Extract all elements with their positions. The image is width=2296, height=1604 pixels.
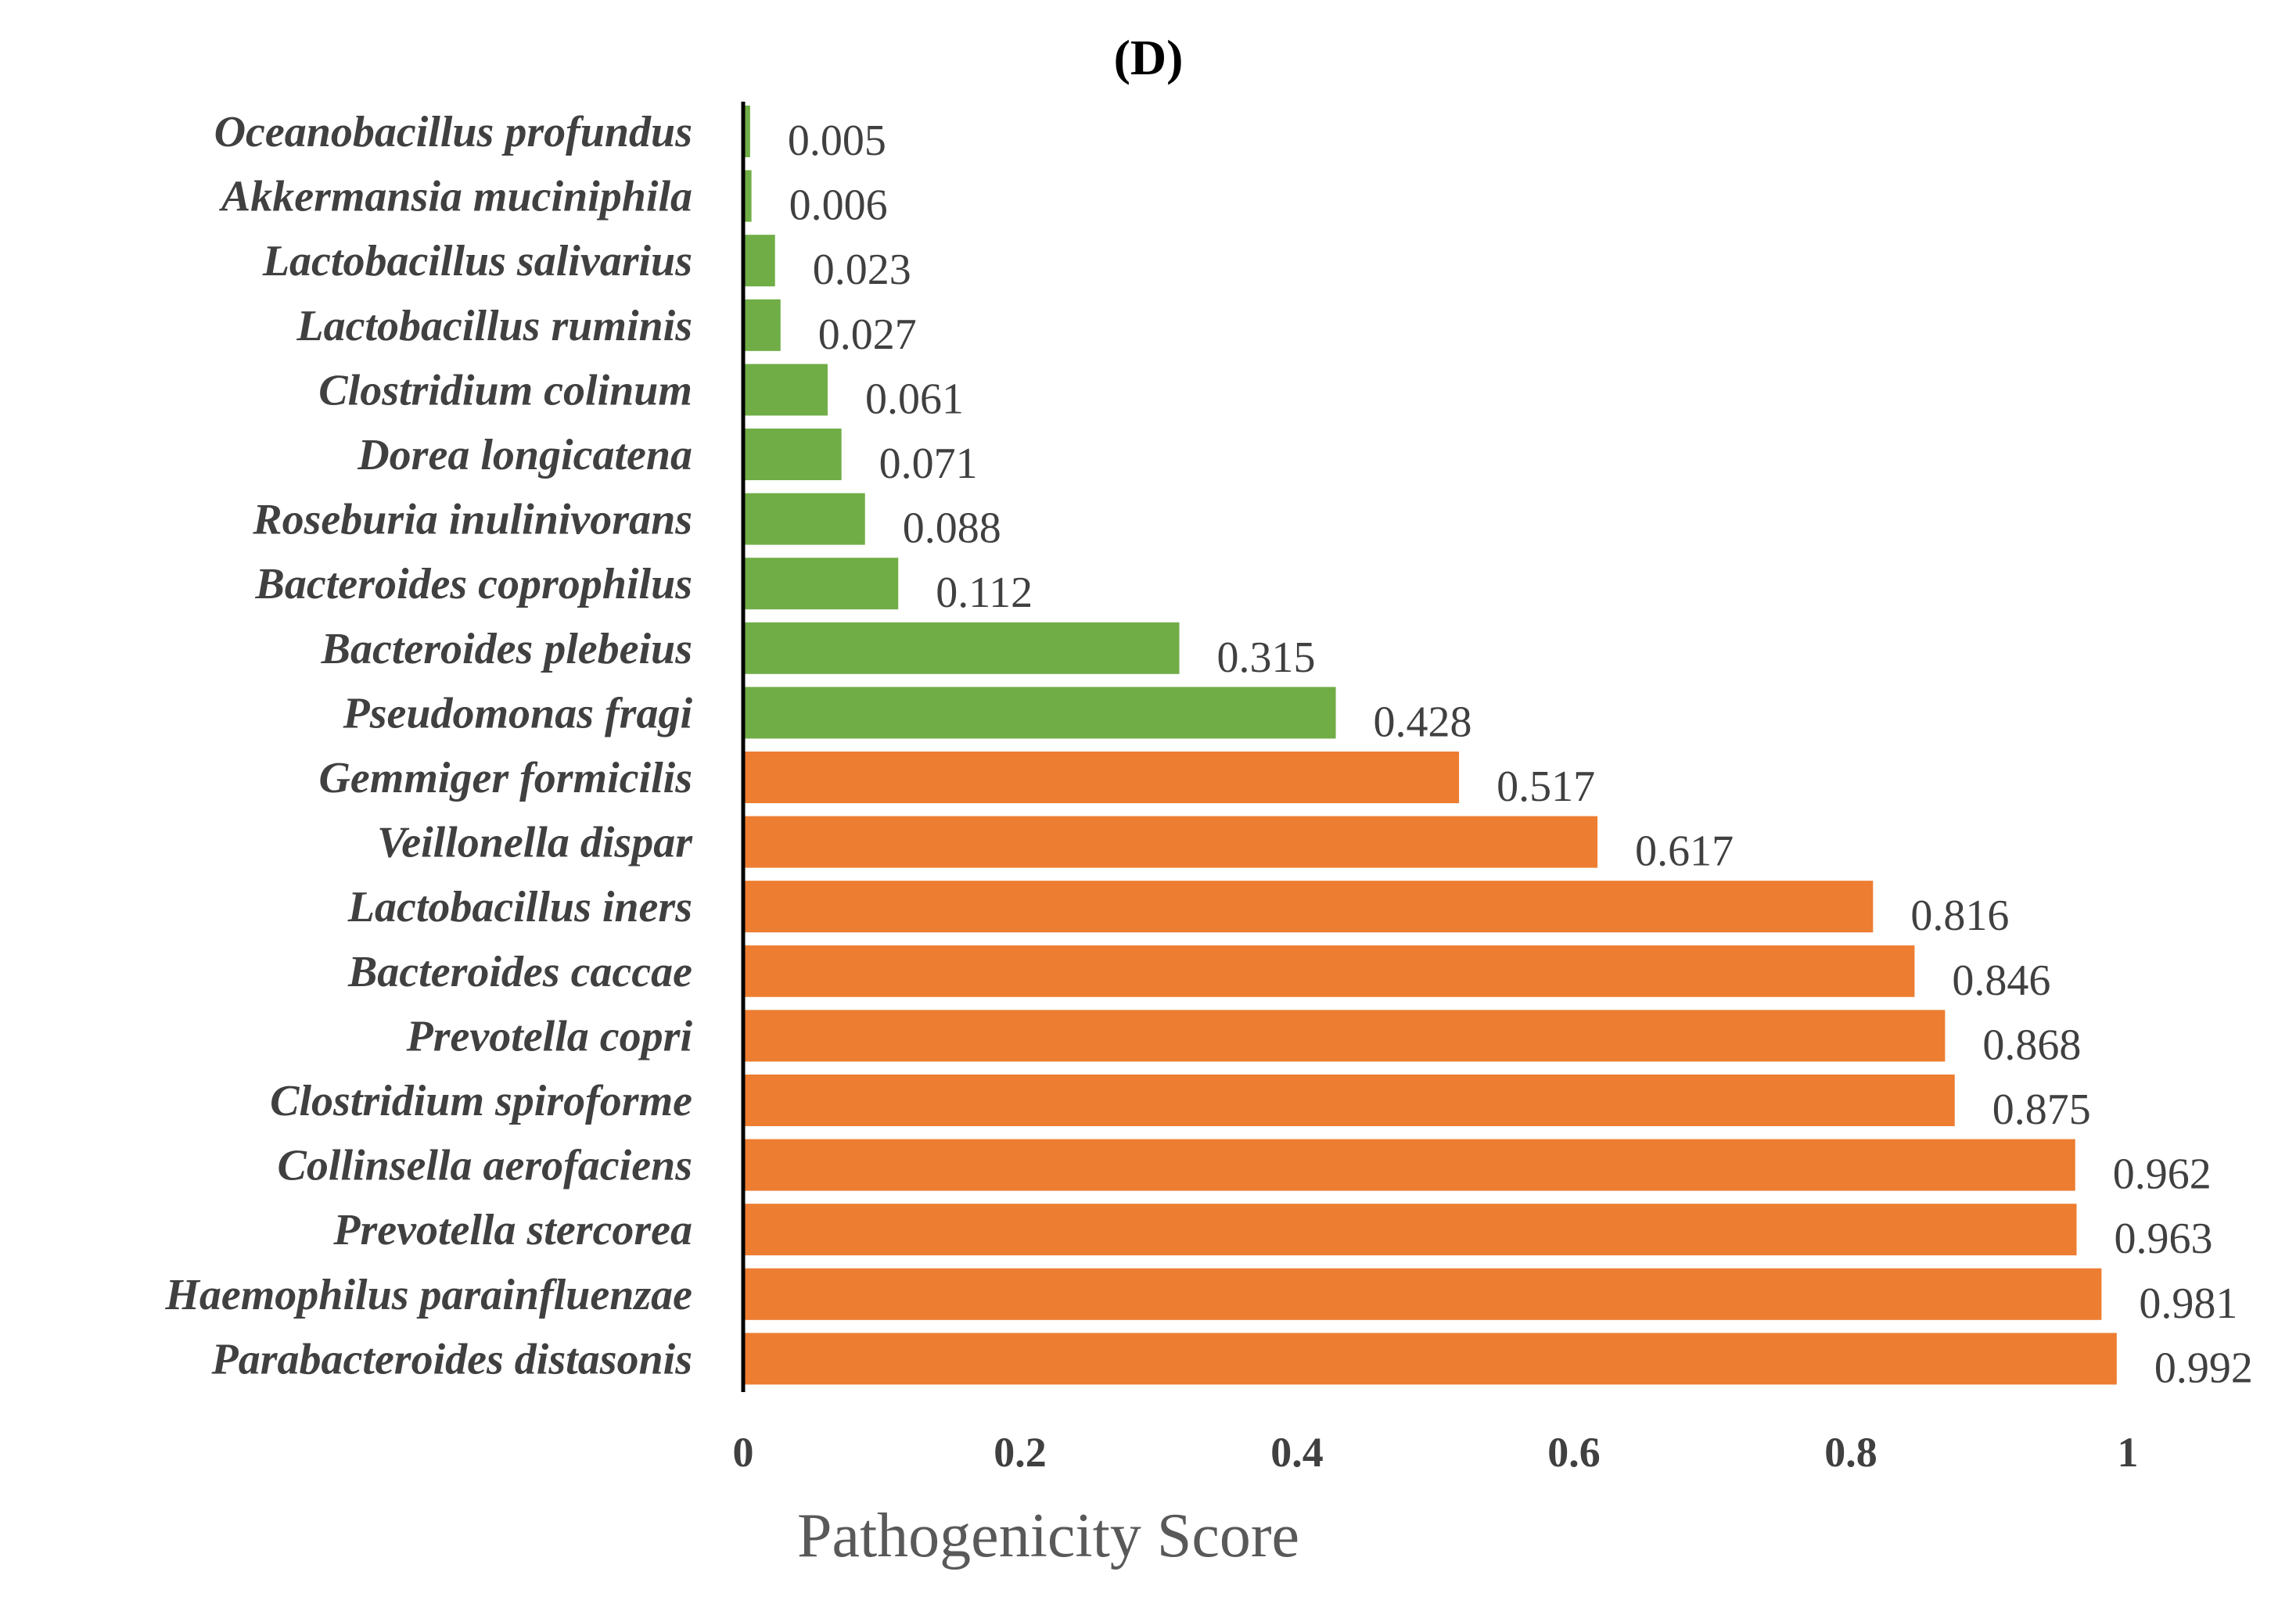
bar-lactobacillus-iners — [743, 881, 1874, 933]
bars-layer — [743, 106, 2117, 1385]
category-label-clostridium-spiroforme: Clostridium spiroforme — [270, 1077, 692, 1125]
x-tick-label-0-8: 0.8 — [1824, 1429, 1877, 1476]
x-tick-label-0-2: 0.2 — [993, 1429, 1047, 1476]
value-label-veillonella-dispar: 0.617 — [1635, 827, 1734, 876]
value-label-prevotella-stercorea: 0.963 — [2115, 1215, 2213, 1263]
bar-veillonella-dispar — [743, 816, 1598, 868]
bar-lactobacillus-salivarius — [743, 235, 775, 287]
category-label-lactobacillus-ruminis: Lactobacillus ruminis — [296, 302, 692, 350]
value-label-lactobacillus-salivarius: 0.023 — [813, 246, 911, 294]
value-label-pseudomonas-fragi: 0.428 — [1374, 698, 1472, 746]
bar-oceanobacillus-profundus — [743, 106, 750, 157]
bar-prevotella-stercorea — [743, 1204, 2077, 1256]
panel-title: (D) — [1114, 30, 1184, 85]
bar-clostridium-spiroforme — [743, 1075, 1955, 1126]
bar-haemophilus-parainfluenzae — [743, 1268, 2102, 1320]
category-label-oceanobacillus-profundus: Oceanobacillus profundus — [214, 108, 692, 156]
x-tick-labels: 0 0.2 0.4 0.6 0.8 1 — [733, 1429, 2139, 1476]
bar-gemmiger-formicilis — [743, 752, 1460, 803]
bar-clostridium-colinum — [743, 364, 828, 416]
bar-bacteroides-caccae — [743, 945, 1915, 997]
category-label-bacteroides-caccae: Bacteroides caccae — [347, 948, 692, 996]
category-labels: Oceanobacillus profundus Akkermansia muci… — [164, 108, 693, 1383]
bar-bacteroides-plebeius — [743, 622, 1180, 674]
category-label-haemophilus-parainfluenzae: Haemophilus parainfluenzae — [164, 1271, 692, 1319]
value-label-clostridium-colinum: 0.061 — [865, 375, 964, 423]
bar-pseudomonas-fragi — [743, 687, 1336, 739]
category-label-pseudomonas-fragi: Pseudomonas fragi — [343, 689, 693, 737]
x-tick-label-0-6: 0.6 — [1547, 1429, 1601, 1476]
value-label-haemophilus-parainfluenzae: 0.981 — [2139, 1279, 2237, 1328]
bar-roseburia-inulinivorans — [743, 493, 865, 545]
value-label-bacteroides-plebeius: 0.315 — [1217, 633, 1316, 682]
bar-akkermansia-muciniphila — [743, 170, 752, 222]
category-label-lactobacillus-salivarius: Lactobacillus salivarius — [262, 237, 692, 285]
category-label-veillonella-dispar: Veillonella dispar — [377, 819, 693, 867]
bar-prevotella-copri — [743, 1010, 1946, 1062]
x-axis-title: Pathogenicity Score — [797, 1502, 1299, 1570]
value-label-clostridium-spiroforme: 0.875 — [1992, 1085, 2091, 1134]
value-label-lactobacillus-iners: 0.816 — [1910, 892, 2009, 940]
x-tick-label-0: 0 — [733, 1429, 754, 1476]
category-label-collinsella-aerofaciens: Collinsella aerofaciens — [278, 1142, 692, 1190]
value-labels: 0.005 0.006 0.023 0.027 0.061 0.071 0.088 0.112… — [788, 117, 2253, 1392]
category-label-lactobacillus-iners: Lactobacillus iners — [347, 883, 692, 931]
x-tick-label-0-4: 0.4 — [1270, 1429, 1324, 1476]
value-label-parabacteroides-distasonis: 0.992 — [2154, 1344, 2253, 1392]
value-label-bacteroides-coprophilus: 0.112 — [936, 569, 1033, 617]
bar-dorea-longicatena — [743, 429, 842, 480]
bar-parabacteroides-distasonis — [743, 1333, 2117, 1385]
bar-collinsella-aerofaciens — [743, 1139, 2075, 1191]
bar-lactobacillus-ruminis — [743, 299, 781, 351]
category-label-gemmiger-formicilis: Gemmiger formicilis — [318, 754, 692, 802]
category-label-prevotella-copri: Prevotella copri — [406, 1012, 693, 1060]
category-label-parabacteroides-distasonis: Parabacteroides distasonis — [211, 1335, 692, 1383]
category-label-bacteroides-coprophilus: Bacteroides coprophilus — [255, 560, 692, 608]
category-label-dorea-longicatena: Dorea longicatena — [357, 431, 692, 479]
value-label-akkermansia-muciniphila: 0.006 — [789, 181, 888, 230]
category-label-clostridium-colinum: Clostridium colinum — [318, 366, 692, 414]
x-tick-label-1: 1 — [2118, 1429, 2139, 1476]
value-label-lactobacillus-ruminis: 0.027 — [818, 310, 917, 359]
value-label-bacteroides-caccae: 0.846 — [1952, 956, 2050, 1005]
bar-bacteroides-coprophilus — [743, 558, 899, 610]
value-label-collinsella-aerofaciens: 0.962 — [2113, 1150, 2212, 1199]
value-label-gemmiger-formicilis: 0.517 — [1497, 763, 1595, 811]
category-label-prevotella-stercorea: Prevotella stercorea — [332, 1206, 692, 1254]
category-label-roseburia-inulinivorans: Roseburia inulinivorans — [252, 496, 692, 544]
category-label-akkermansia-muciniphila: Akkermansia muciniphila — [219, 173, 692, 221]
value-label-oceanobacillus-profundus: 0.005 — [788, 117, 886, 165]
value-label-roseburia-inulinivorans: 0.088 — [903, 504, 1001, 553]
value-label-dorea-longicatena: 0.071 — [879, 440, 978, 488]
value-label-prevotella-copri: 0.868 — [1982, 1021, 2081, 1069]
category-label-bacteroides-plebeius: Bacteroides plebeius — [321, 625, 692, 673]
